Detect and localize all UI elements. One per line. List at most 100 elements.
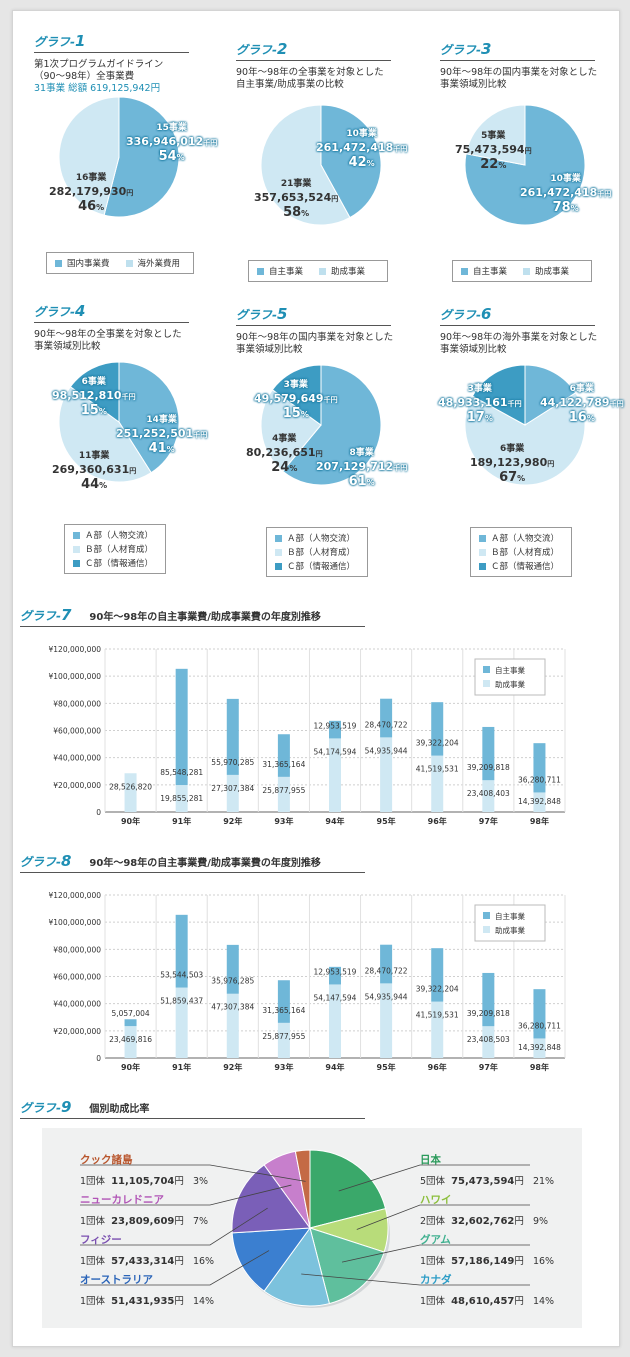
graph-9-rule xyxy=(20,1118,365,1119)
y-tick-label: ¥80,000,000 xyxy=(53,945,101,954)
x-tick-label: 94年 xyxy=(325,816,344,826)
bar-bottom-label: 28,526,820 xyxy=(109,782,152,791)
x-tick-label: 98年 xyxy=(530,1062,549,1072)
x-tick-label: 91年 xyxy=(172,816,191,826)
legend-item: 助成事業 xyxy=(311,264,365,278)
slice-amount: 80,236,651円 xyxy=(246,446,323,459)
bar-own xyxy=(175,668,188,786)
bar-own xyxy=(533,989,546,1039)
pie-slice xyxy=(524,364,577,426)
slice-amount: 44,122,789千円 xyxy=(540,396,624,409)
graph-1-panel: グラフ-1 第1次プログラムガイドライン （90〜98年）全事業費 31事業 総額 6… xyxy=(34,32,224,297)
y-tick-label: ¥60,000,000 xyxy=(53,973,101,982)
graph-8-section: グラフ-8 90年〜98年の自主事業費/助成事業費の年度別推移 ¥120,000… xyxy=(20,852,585,1077)
slice-count: 4事業 xyxy=(272,434,297,444)
pie-slice xyxy=(260,389,322,472)
country-label: ニューカレドニア 1団体 23,809,609円 7% xyxy=(80,1192,208,1227)
slice-label: 8事業 207,129,712千円 61% xyxy=(316,447,407,489)
slice-percent: 78% xyxy=(552,200,579,215)
legend-item: Ｃ部（情報通信） xyxy=(267,559,367,573)
graph-9-subtitle: 個別助成比率 xyxy=(89,1104,150,1115)
bar-own xyxy=(277,734,290,777)
slice-percent: 24% xyxy=(271,460,298,475)
bar-subsidy xyxy=(329,738,341,812)
bar-subsidy xyxy=(226,993,239,1058)
graph-legend: 国内事業費 海外業費用 xyxy=(46,252,194,274)
x-tick-label: 97年 xyxy=(479,816,498,826)
slice-percent: 44% xyxy=(81,477,108,492)
country-detail: 5団体 75,473,594円 21% xyxy=(420,1176,555,1187)
bar-own xyxy=(533,743,546,793)
slice-count: 3事業 xyxy=(467,384,492,394)
slice-count: 21事業 xyxy=(280,179,312,189)
bar-top-label: 12,953,519 xyxy=(314,967,357,976)
slice-percent: 46% xyxy=(78,199,105,214)
slice-percent: 58% xyxy=(283,205,310,220)
legend-item: 自主事業 xyxy=(495,911,525,921)
country-detail: 1団体 51,431,935円 14% xyxy=(80,1296,215,1307)
slice-amount: 75,473,594円 xyxy=(455,143,532,156)
slice-label: 11事業 269,360,631円 44% xyxy=(52,450,136,492)
bar-own xyxy=(226,944,239,994)
graph-rule xyxy=(34,322,189,323)
bar-top-label: 5,057,004 xyxy=(111,1009,149,1018)
bar-subsidy xyxy=(175,987,188,1058)
legend-swatch xyxy=(125,259,133,267)
legend-swatch xyxy=(483,680,490,687)
bar-bottom-label: 14,392,848 xyxy=(518,797,561,806)
graph-6-panel: グラフ-6 90年〜98年の海外事業を対象とした 事業領域別比較 6事業 44,122,… xyxy=(438,305,630,577)
graph-2-pie xyxy=(260,104,382,226)
bar-own xyxy=(329,966,341,985)
graph-7-bar-chart: ¥120,000,000 ¥100,000,000 ¥80,000,000 ¥60,0… xyxy=(49,645,566,826)
slice-count: 6事業 xyxy=(499,444,525,454)
slice-amount: 48,933,161千円 xyxy=(438,396,522,409)
slice-count: 5事業 xyxy=(481,131,506,141)
country-detail: 1団体 23,809,609円 7% xyxy=(80,1216,209,1227)
y-tick-label: ¥40,000,000 xyxy=(53,1000,101,1009)
country-detail: 1団体 11,105,704円 3% xyxy=(80,1176,209,1187)
bar-legend xyxy=(474,658,546,696)
slice-count: 11事業 xyxy=(78,451,110,461)
legend-swatch xyxy=(461,267,468,275)
pie-slice xyxy=(69,361,120,423)
x-tick-label: 96年 xyxy=(428,1062,447,1072)
country-label: フィジー 1団体 57,433,314円 16% xyxy=(80,1232,214,1267)
bar-bottom-label: 23,469,816 xyxy=(109,1035,152,1044)
x-tick-label: 91年 xyxy=(172,1062,191,1072)
x-tick-label: 94年 xyxy=(325,1062,344,1072)
slice-count: 14事業 xyxy=(146,415,177,425)
graph-3-pie xyxy=(464,104,586,226)
graph-label: グラフ-1 xyxy=(34,32,86,50)
legend-item: Ｂ部（人材育成） xyxy=(65,542,165,556)
slice-label: 5事業 75,473,594円 22% xyxy=(455,130,532,172)
graph-label: グラフ-4 xyxy=(34,302,86,320)
bar-bottom-label: 23,408,403 xyxy=(467,789,510,798)
y-tick-label: 0 xyxy=(96,1054,101,1063)
country-name: 日本 xyxy=(420,1154,441,1166)
x-tick-label: 95年 xyxy=(377,816,396,826)
legend-swatch xyxy=(257,267,264,275)
legend-item: Ｂ部（人材育成） xyxy=(267,545,367,559)
country-label: オーストラリア 1団体 51,431,935円 14% xyxy=(80,1272,214,1307)
legend-item: 助成事業 xyxy=(495,679,525,689)
pie-slice xyxy=(464,392,586,486)
slice-count: 6事業 xyxy=(569,384,594,394)
x-tick-label: 90年 xyxy=(121,816,140,826)
slice-amount: 269,360,631円 xyxy=(52,463,137,476)
y-tick-label: ¥120,000,000 xyxy=(49,645,102,654)
legend-item: 自主事業 xyxy=(495,665,525,675)
y-tick-label: ¥100,000,000 xyxy=(49,918,102,927)
bar-subsidy xyxy=(431,755,444,812)
graph-8-subtitle: 90年〜98年の自主事業費/助成事業費の年度別推移 xyxy=(89,858,321,869)
pie-slice xyxy=(320,104,382,219)
bar-own xyxy=(329,720,341,739)
legend-item: Ｃ部（情報通信） xyxy=(65,556,165,570)
slice-amount: 49,579,649千円 xyxy=(254,392,338,405)
slice-percent: 15% xyxy=(80,403,107,418)
y-tick-label: ¥120,000,000 xyxy=(49,891,102,900)
bar-top-label: 39,209,818 xyxy=(467,1009,510,1018)
legend-swatch xyxy=(73,545,80,553)
slice-label: 6事業 98,512,810千円 15% xyxy=(52,376,136,418)
graph-9-label: グラフ-9 xyxy=(20,1098,72,1116)
bar-top-label: 28,470,722 xyxy=(365,966,408,975)
